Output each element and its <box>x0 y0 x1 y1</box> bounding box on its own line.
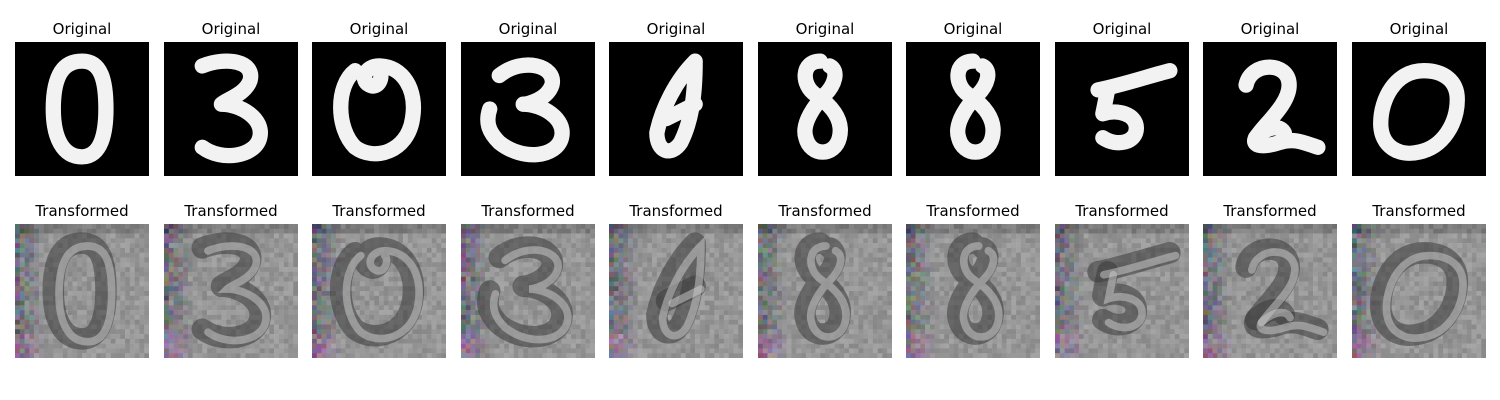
original-panel-title: Original <box>1240 20 1300 38</box>
transformed-digit-tile <box>906 224 1040 358</box>
original-digit-tile <box>164 42 298 176</box>
original-panel-title: Original <box>52 20 112 38</box>
digit-0-original-image <box>15 42 149 176</box>
transformed-panel-title: Transformed <box>1075 202 1169 220</box>
transformed-panel-title: Transformed <box>332 202 426 220</box>
digit-0-original-image <box>1352 42 1486 176</box>
original-digit-tile <box>312 42 446 176</box>
original-digit-tile <box>1203 42 1337 176</box>
digit-0-transformed-image <box>312 224 446 358</box>
transformed-panel-title: Transformed <box>1223 202 1317 220</box>
transformed-panel-title: Transformed <box>35 202 129 220</box>
transformed-panel-title: Transformed <box>184 202 278 220</box>
original-panel-title: Original <box>943 20 1003 38</box>
transformed-digit-tile <box>164 224 298 358</box>
original-digit-tile <box>609 42 743 176</box>
original-digit-tile <box>758 42 892 176</box>
digit-5-transformed-image <box>1055 224 1189 358</box>
original-digit-tile <box>906 42 1040 176</box>
original-digit-tile <box>1352 42 1486 176</box>
original-digit-tile <box>15 42 149 176</box>
transformed-digit-tile <box>609 224 743 358</box>
digit-8-transformed-image <box>758 224 892 358</box>
digit-2-transformed-image <box>1203 224 1337 358</box>
digit-3-transformed-image <box>164 224 298 358</box>
transformed-panel-title: Transformed <box>926 202 1020 220</box>
transformed-digit-tile <box>15 224 149 358</box>
original-panel-title: Original <box>349 20 409 38</box>
original-digit-tile <box>461 42 595 176</box>
digit-0-transformed-image <box>15 224 149 358</box>
original-panel-title: Original <box>201 20 261 38</box>
original-panel-title: Original <box>795 20 855 38</box>
original-panel-title: Original <box>1092 20 1152 38</box>
digit-8-transformed-image <box>906 224 1040 358</box>
transformed-panel-title: Transformed <box>629 202 723 220</box>
digit-0-transformed-image <box>1352 224 1486 358</box>
digit-3-original-image <box>461 42 595 176</box>
transformed-panel-title: Transformed <box>1372 202 1466 220</box>
digit-8-original-image <box>906 42 1040 176</box>
digit-0-original-image <box>312 42 446 176</box>
transformed-digit-tile <box>758 224 892 358</box>
original-panel-title: Original <box>646 20 706 38</box>
transformed-digit-tile <box>1352 224 1486 358</box>
digit-4-transformed-image <box>609 224 743 358</box>
original-panel-title: Original <box>1389 20 1449 38</box>
transformed-panel-title: Transformed <box>778 202 872 220</box>
digit-3-original-image <box>164 42 298 176</box>
transformed-digit-tile <box>461 224 595 358</box>
digit-2-original-image <box>1203 42 1337 176</box>
transformed-digit-tile <box>1055 224 1189 358</box>
original-panel-title: Original <box>498 20 558 38</box>
digit-3-transformed-image <box>461 224 595 358</box>
transformed-digit-tile <box>312 224 446 358</box>
digit-4-original-image <box>609 42 743 176</box>
transformed-digit-tile <box>1203 224 1337 358</box>
digit-5-original-image <box>1055 42 1189 176</box>
transformed-panel-title: Transformed <box>481 202 575 220</box>
original-digit-tile <box>1055 42 1189 176</box>
digit-8-original-image <box>758 42 892 176</box>
